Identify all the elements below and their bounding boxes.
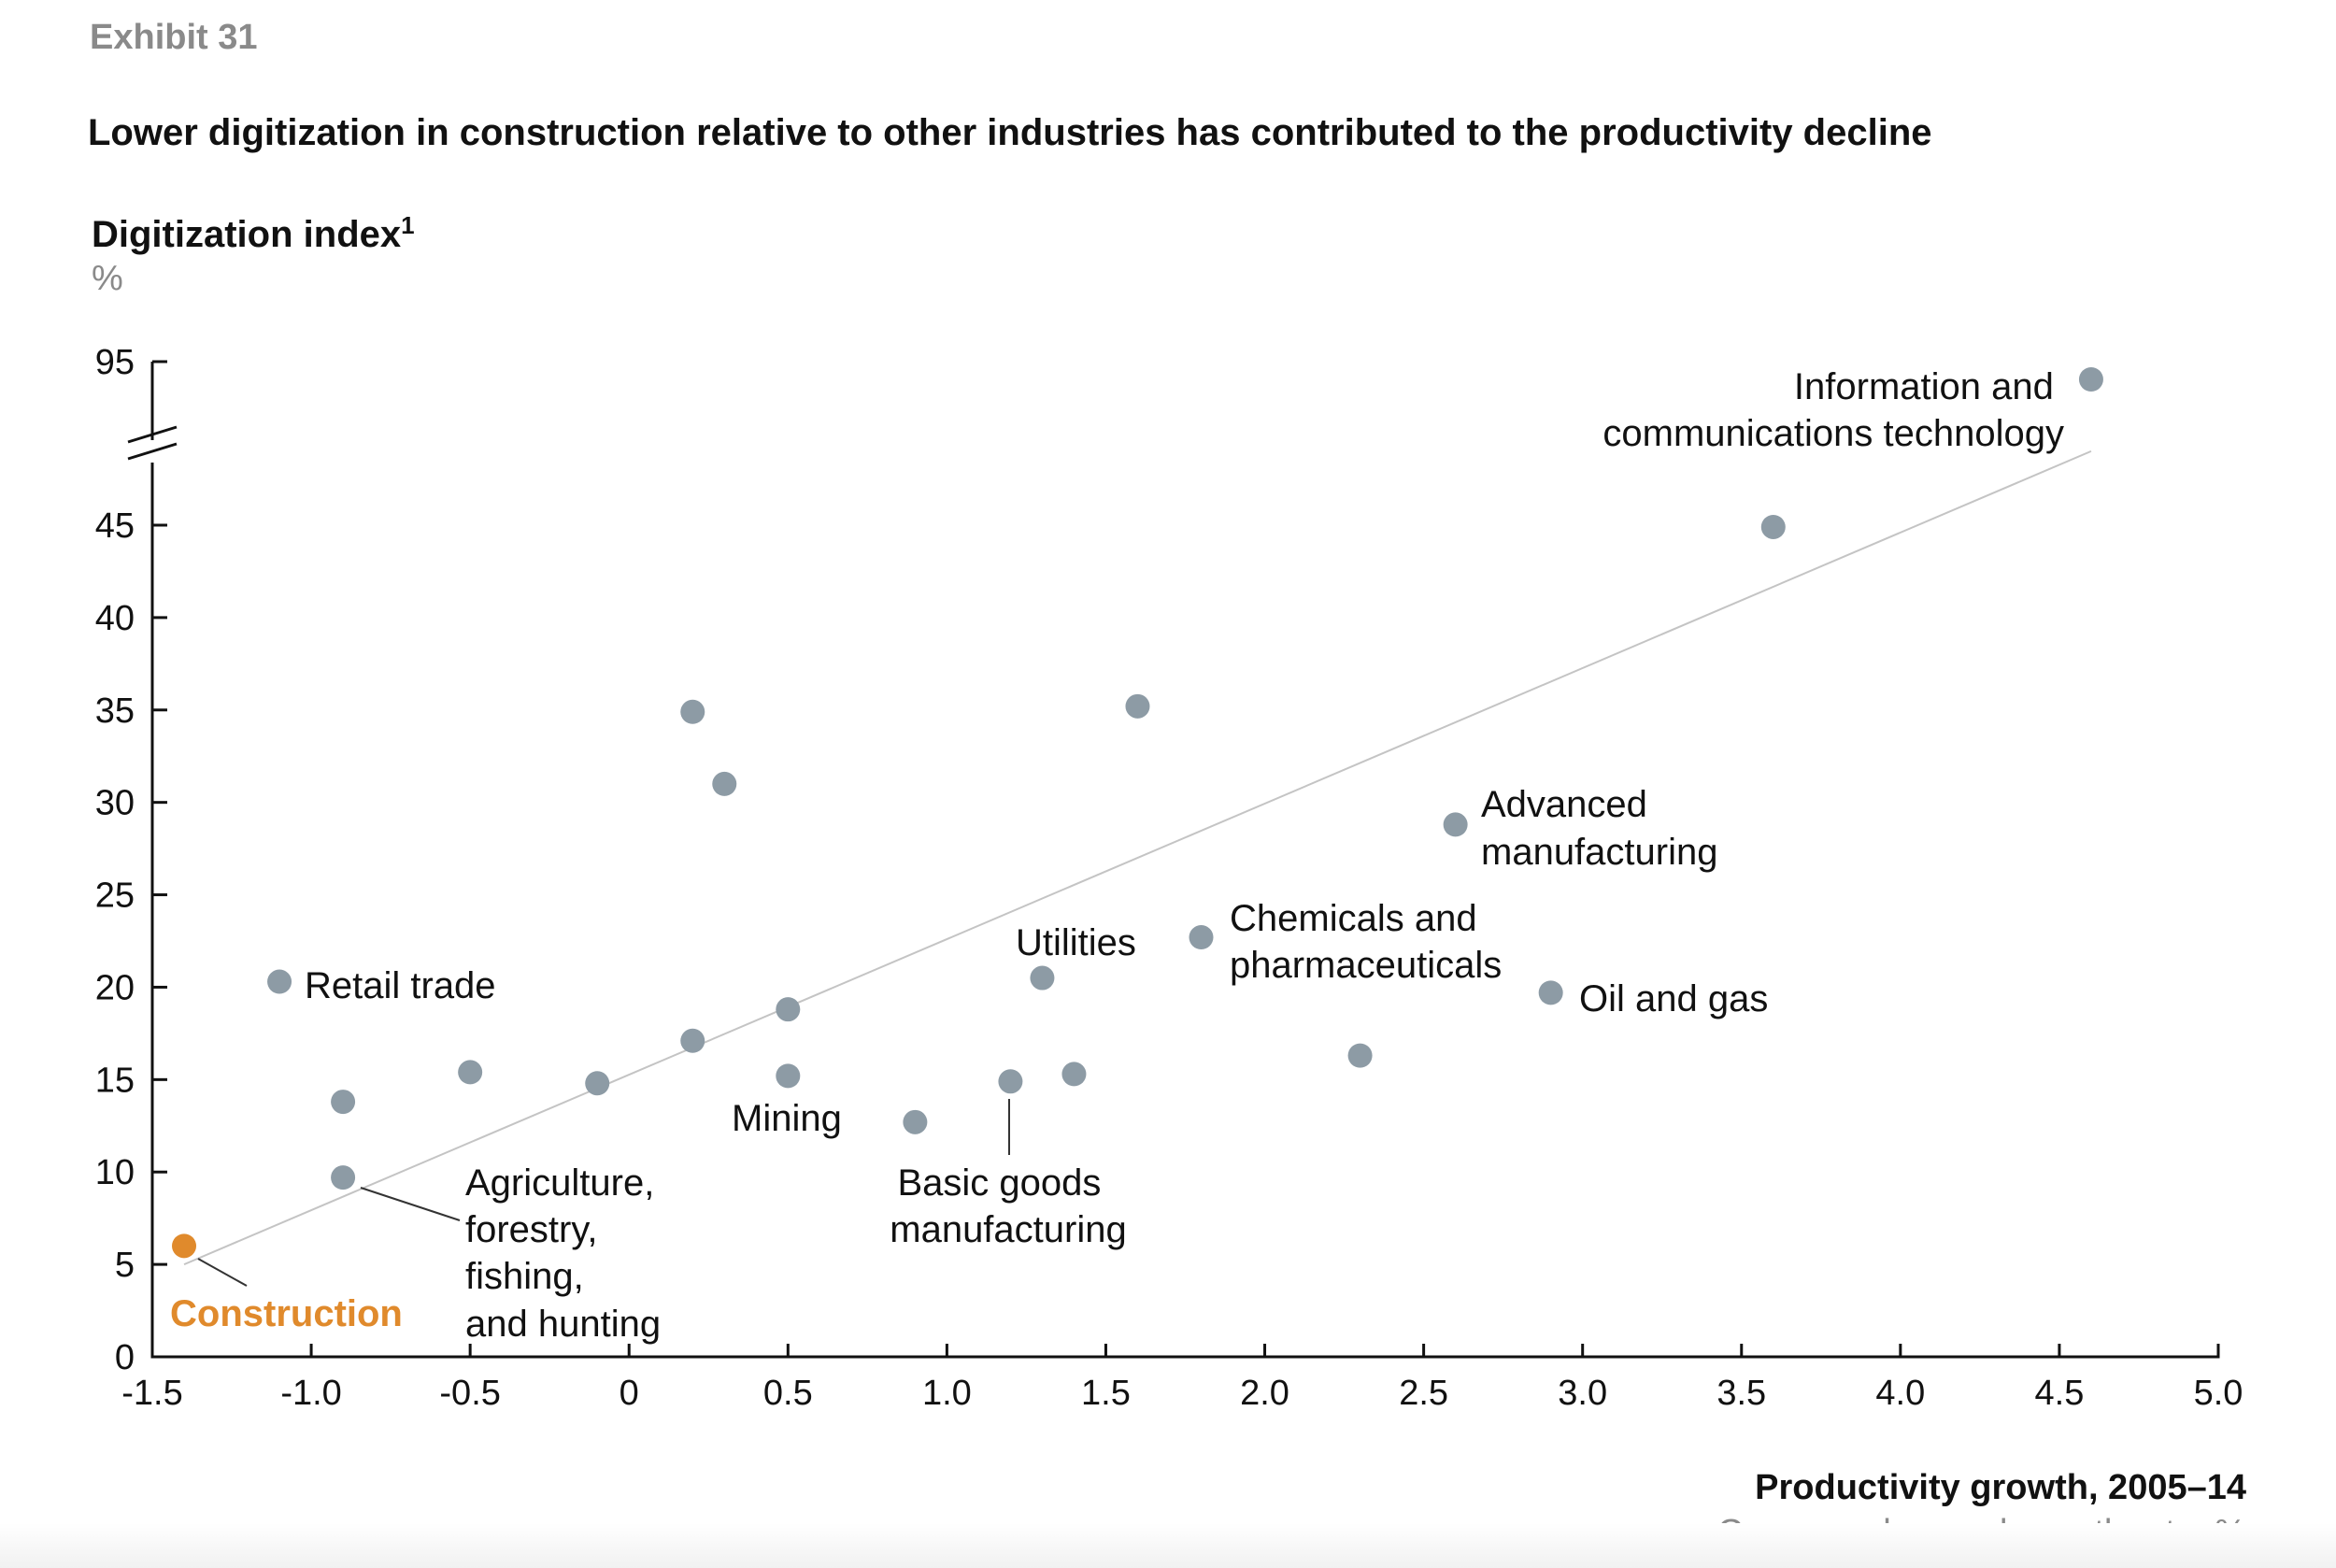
x-tick-label: 0 <box>620 1374 639 1413</box>
label-ict-line-1: Information and <box>1794 366 2054 407</box>
y-tick-label: 15 <box>95 1061 135 1100</box>
data-point <box>585 1071 610 1096</box>
label-mining: Mining <box>732 1098 842 1139</box>
axis-break-mark-1 <box>127 442 178 461</box>
x-tick-label: 4.5 <box>2035 1374 2085 1413</box>
x-tick-label: 5.0 <box>2194 1374 2243 1413</box>
label-chemicals-line-1: Chemicals and <box>1230 898 1477 939</box>
data-point <box>1061 1062 1087 1087</box>
y-tick-label: 45 <box>95 506 135 546</box>
y-axis-title-text: Digitization index <box>92 214 401 255</box>
leader-lines <box>197 1099 1010 1287</box>
y-tick-label: 5 <box>115 1246 135 1285</box>
data-point <box>712 771 737 796</box>
label-agriculture: Agriculture, forestry, fishing, and hunt… <box>465 1162 664 1345</box>
y-tick-label: 30 <box>95 784 135 823</box>
point-construction <box>172 1233 197 1259</box>
label-oil-and-gas: Oil and gas <box>1579 978 1768 1019</box>
x-tick-label: 3.5 <box>1716 1374 1766 1413</box>
point-oil-and-gas <box>1538 980 1563 1005</box>
data-point <box>331 1090 356 1115</box>
bottom-shadow <box>0 1523 2336 1568</box>
data-point <box>458 1060 483 1085</box>
label-advanced-line-2: manufacturing <box>1481 832 1717 873</box>
leader-agriculture <box>360 1187 461 1221</box>
point-mining <box>776 1063 801 1089</box>
y-tick-labels: 0 5 10 15 20 25 30 35 40 45 95 <box>95 343 135 1377</box>
chart-title: Lower digitization in construction relat… <box>88 112 1932 153</box>
point-information-and-communications-technology <box>2078 367 2103 392</box>
label-advanced-line-1: Advanced <box>1481 784 1647 825</box>
point-utilities <box>1030 965 1055 991</box>
point-basic-goods-manufacturing <box>998 1069 1023 1094</box>
data-point <box>1347 1043 1373 1068</box>
data-point <box>903 1109 928 1134</box>
y-tick-label: 0 <box>115 1338 135 1377</box>
data-points <box>172 367 2103 1259</box>
label-ict: Information and communications technolog… <box>1602 366 2064 454</box>
label-basic-goods: Basic goods manufacturing <box>890 1162 1126 1250</box>
y-tick-label: 35 <box>95 691 135 731</box>
label-agriculture-line-3: fishing, <box>465 1256 584 1297</box>
label-basic-goods-line-2: manufacturing <box>890 1209 1126 1250</box>
label-ict-line-2: communications technology <box>1602 413 2064 454</box>
x-tick-label: 3.0 <box>1558 1374 1607 1413</box>
label-basic-goods-line-1: Basic goods <box>897 1162 1101 1204</box>
point-labels: Construction Retail trade Agriculture, f… <box>170 366 2064 1345</box>
label-agriculture-line-1: Agriculture, <box>465 1162 654 1204</box>
y-tick-label: 95 <box>95 343 135 382</box>
label-chemicals: Chemicals and pharmaceuticals <box>1230 898 1502 986</box>
trend-line <box>183 449 2092 1266</box>
axis-break-mark-2 <box>127 425 178 444</box>
x-tick-label: -1.5 <box>121 1374 182 1413</box>
y-tick-label: 10 <box>95 1153 135 1192</box>
label-chemicals-line-2: pharmaceuticals <box>1230 945 1502 986</box>
label-agriculture-line-4: and hunting <box>465 1304 661 1345</box>
y-axis-unit: % <box>92 259 123 298</box>
leader-construction <box>197 1258 248 1287</box>
exhibit-number: Exhibit 31 <box>90 18 258 57</box>
data-point <box>680 699 705 724</box>
x-tick-label: -0.5 <box>439 1374 500 1413</box>
axis-line-main <box>150 463 2220 1359</box>
point-chemicals-and-pharmaceuticals <box>1189 925 1214 950</box>
y-tick-label: 25 <box>95 877 135 916</box>
x-tick-label: 1.5 <box>1081 1374 1131 1413</box>
label-utilities: Utilities <box>1016 922 1136 963</box>
label-retail-trade: Retail trade <box>305 965 496 1006</box>
data-point <box>776 997 801 1022</box>
y-tick-label: 20 <box>95 968 135 1007</box>
x-tick-label: 0.5 <box>763 1374 813 1413</box>
label-construction: Construction <box>170 1293 403 1334</box>
label-advanced-manufacturing: Advanced manufacturing <box>1481 784 1717 873</box>
x-tick-label: 2.5 <box>1399 1374 1448 1413</box>
x-tick-label: 4.0 <box>1875 1374 1925 1413</box>
x-tick-label: 2.0 <box>1240 1374 1289 1413</box>
point-retail-trade <box>267 969 292 994</box>
point-agriculture-forestry-fishing-and-hunting <box>331 1165 356 1190</box>
y-axis-title: Digitization index1 <box>92 211 415 255</box>
data-point <box>1125 693 1150 719</box>
point-advanced-manufacturing <box>1443 812 1468 837</box>
x-tick-label: -1.0 <box>280 1374 341 1413</box>
y-tick-label: 40 <box>95 599 135 638</box>
data-point <box>680 1028 705 1053</box>
label-agriculture-line-2: forestry, <box>465 1209 598 1250</box>
x-axis-title: Productivity growth, 2005–14 <box>1755 1468 2246 1507</box>
data-point <box>1760 514 1786 539</box>
footnote-marker: 1 <box>401 211 414 239</box>
x-tick-labels: -1.5 -1.0 -0.5 0 0.5 1.0 1.5 2.0 2.5 3.0 3.5 4.0 4.5… <box>121 1374 2243 1413</box>
axes <box>127 360 2220 1359</box>
x-tick-label: 1.0 <box>922 1374 972 1413</box>
